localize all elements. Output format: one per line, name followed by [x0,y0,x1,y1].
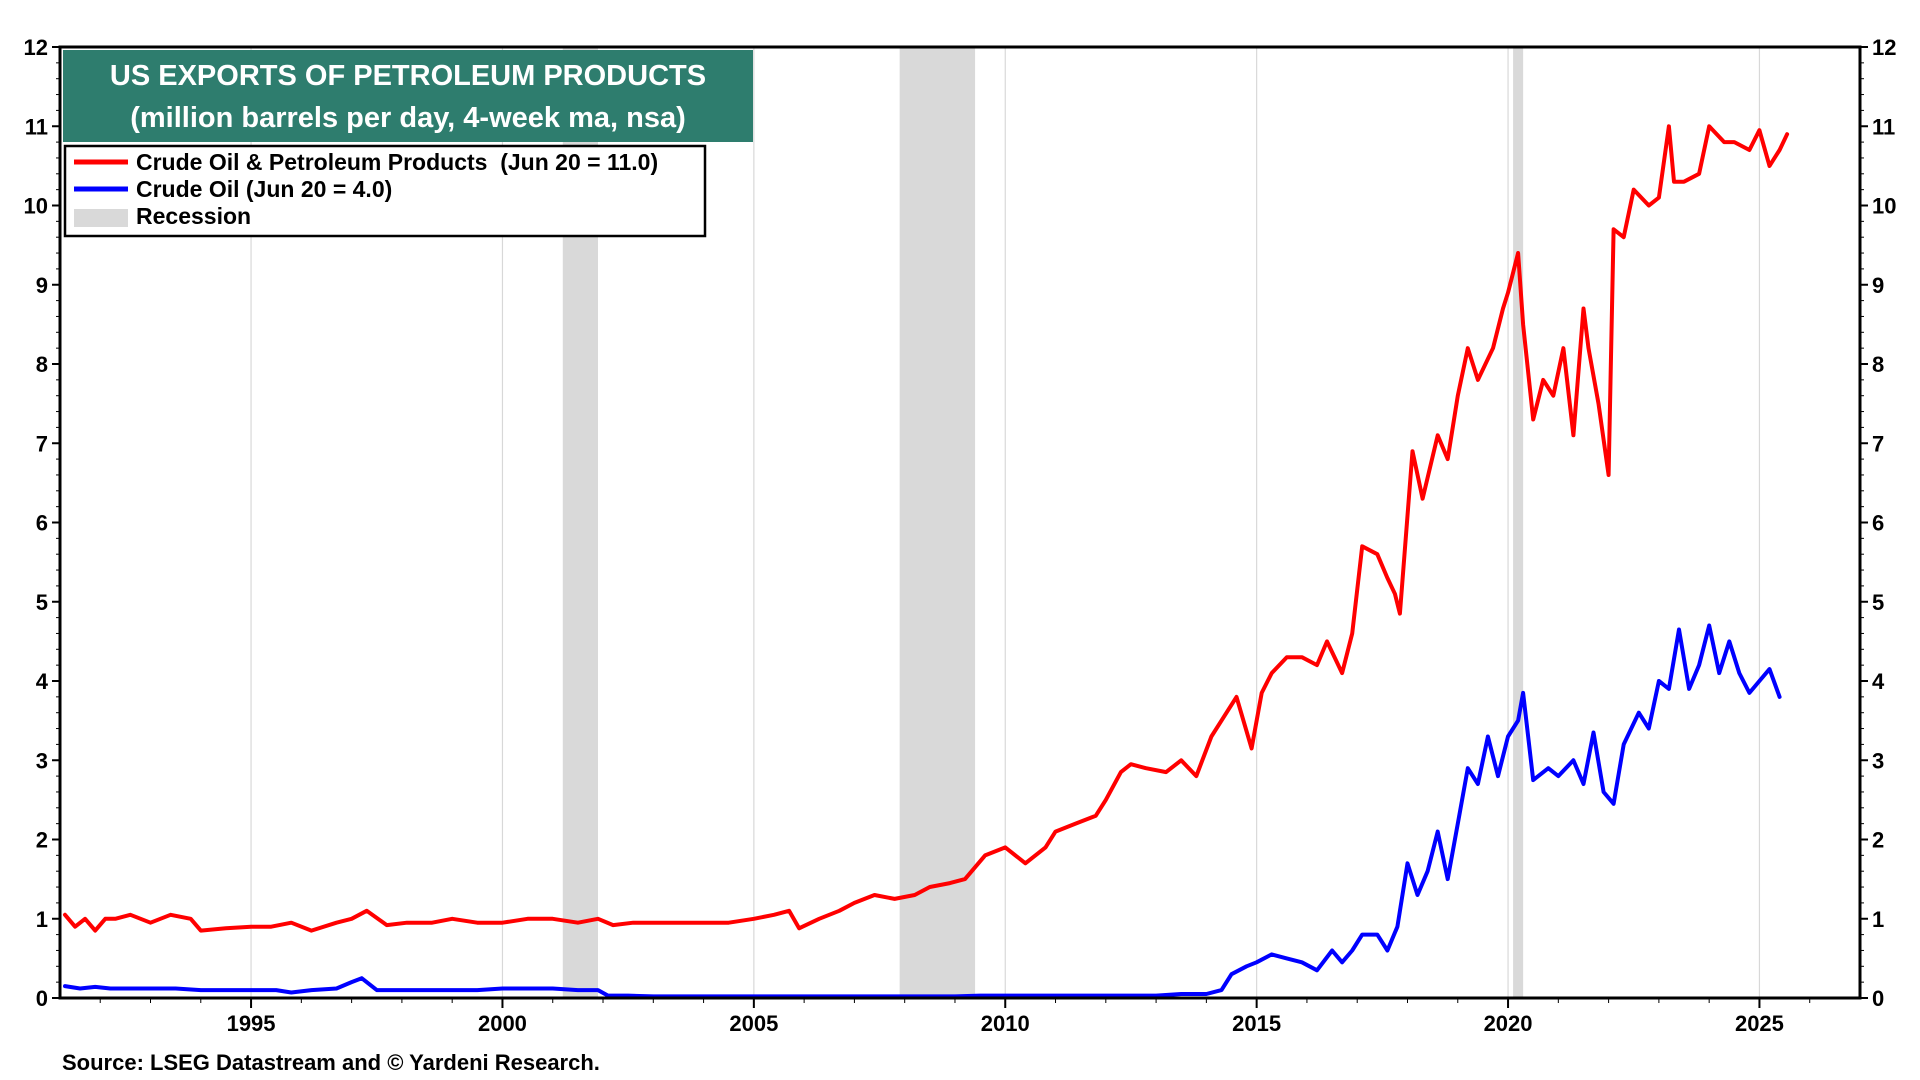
ytick-label-right-11: 11 [1872,114,1895,139]
xtick-label-4: 2015 [1232,1011,1281,1036]
ytick-label-right-0: 0 [1872,986,1884,1011]
legend-label-crude: Crude Oil (Jun 20 = 4.0) [136,176,392,202]
series-layer [63,124,1790,999]
ytick-label-left-1: 1 [36,907,48,932]
ytick-label-left-5: 5 [36,590,48,615]
chart-subtitle: (million barrels per day, 4-week ma, nsa… [130,102,686,134]
ytick-label-left-0: 0 [36,986,48,1011]
xtick-label-0: 1995 [227,1011,276,1036]
ytick-label-left-7: 7 [36,431,48,456]
ytick-label-right-8: 8 [1872,352,1884,377]
ytick-label-right-12: 12 [1872,35,1896,60]
ytick-label-right-10: 10 [1872,194,1896,219]
ytick-label-right-1: 1 [1872,907,1884,932]
xtick-label-6: 2025 [1735,1011,1784,1036]
xtick-label-3: 2010 [981,1011,1030,1036]
legend-box [63,144,707,238]
xtick-label-5: 2020 [1484,1011,1533,1036]
recession-band-1 [899,47,976,998]
series-line-0 [63,124,1790,933]
legend: Crude Oil & Petroleum Products (Jun 20 =… [63,144,707,238]
ytick-label-left-9: 9 [36,273,48,298]
ytick-label-right-3: 3 [1872,748,1884,773]
ytick-label-left-8: 8 [36,352,48,377]
xtick-label-2: 2005 [729,1011,778,1036]
legend-label-total: Crude Oil & Petroleum Products (Jun 20 =… [136,149,658,175]
ytick-label-right-7: 7 [1872,431,1884,456]
recession-layer [562,47,1524,998]
chart-title: US EXPORTS OF PETROLEUM PRODUCTS [110,60,706,92]
ytick-label-right-9: 9 [1872,273,1884,298]
ytick-label-left-11: 11 [25,114,48,139]
recession-band-2 [1513,47,1524,998]
ytick-label-right-4: 4 [1872,669,1885,694]
ytick-label-right-2: 2 [1872,828,1884,853]
ytick-label-right-5: 5 [1872,590,1884,615]
title-box-bg [63,50,753,142]
ytick-label-left-3: 3 [36,748,48,773]
ytick-label-left-10: 10 [24,194,48,219]
ytick-label-left-12: 12 [24,35,48,60]
legend-swatch-recession [74,209,128,227]
ytick-label-left-4: 4 [36,669,49,694]
ytick-label-left-6: 6 [36,511,48,536]
series-line-1 [63,623,1782,999]
xtick-label-1: 2000 [478,1011,527,1036]
ytick-label-left-2: 2 [36,828,48,853]
source-note: Source: LSEG Datastream and © Yardeni Re… [62,1050,600,1075]
ytick-label-right-6: 6 [1872,511,1884,536]
legend-label-recession: Recession [136,203,251,229]
title-box: US EXPORTS OF PETROLEUM PRODUCTS (millio… [63,50,753,142]
